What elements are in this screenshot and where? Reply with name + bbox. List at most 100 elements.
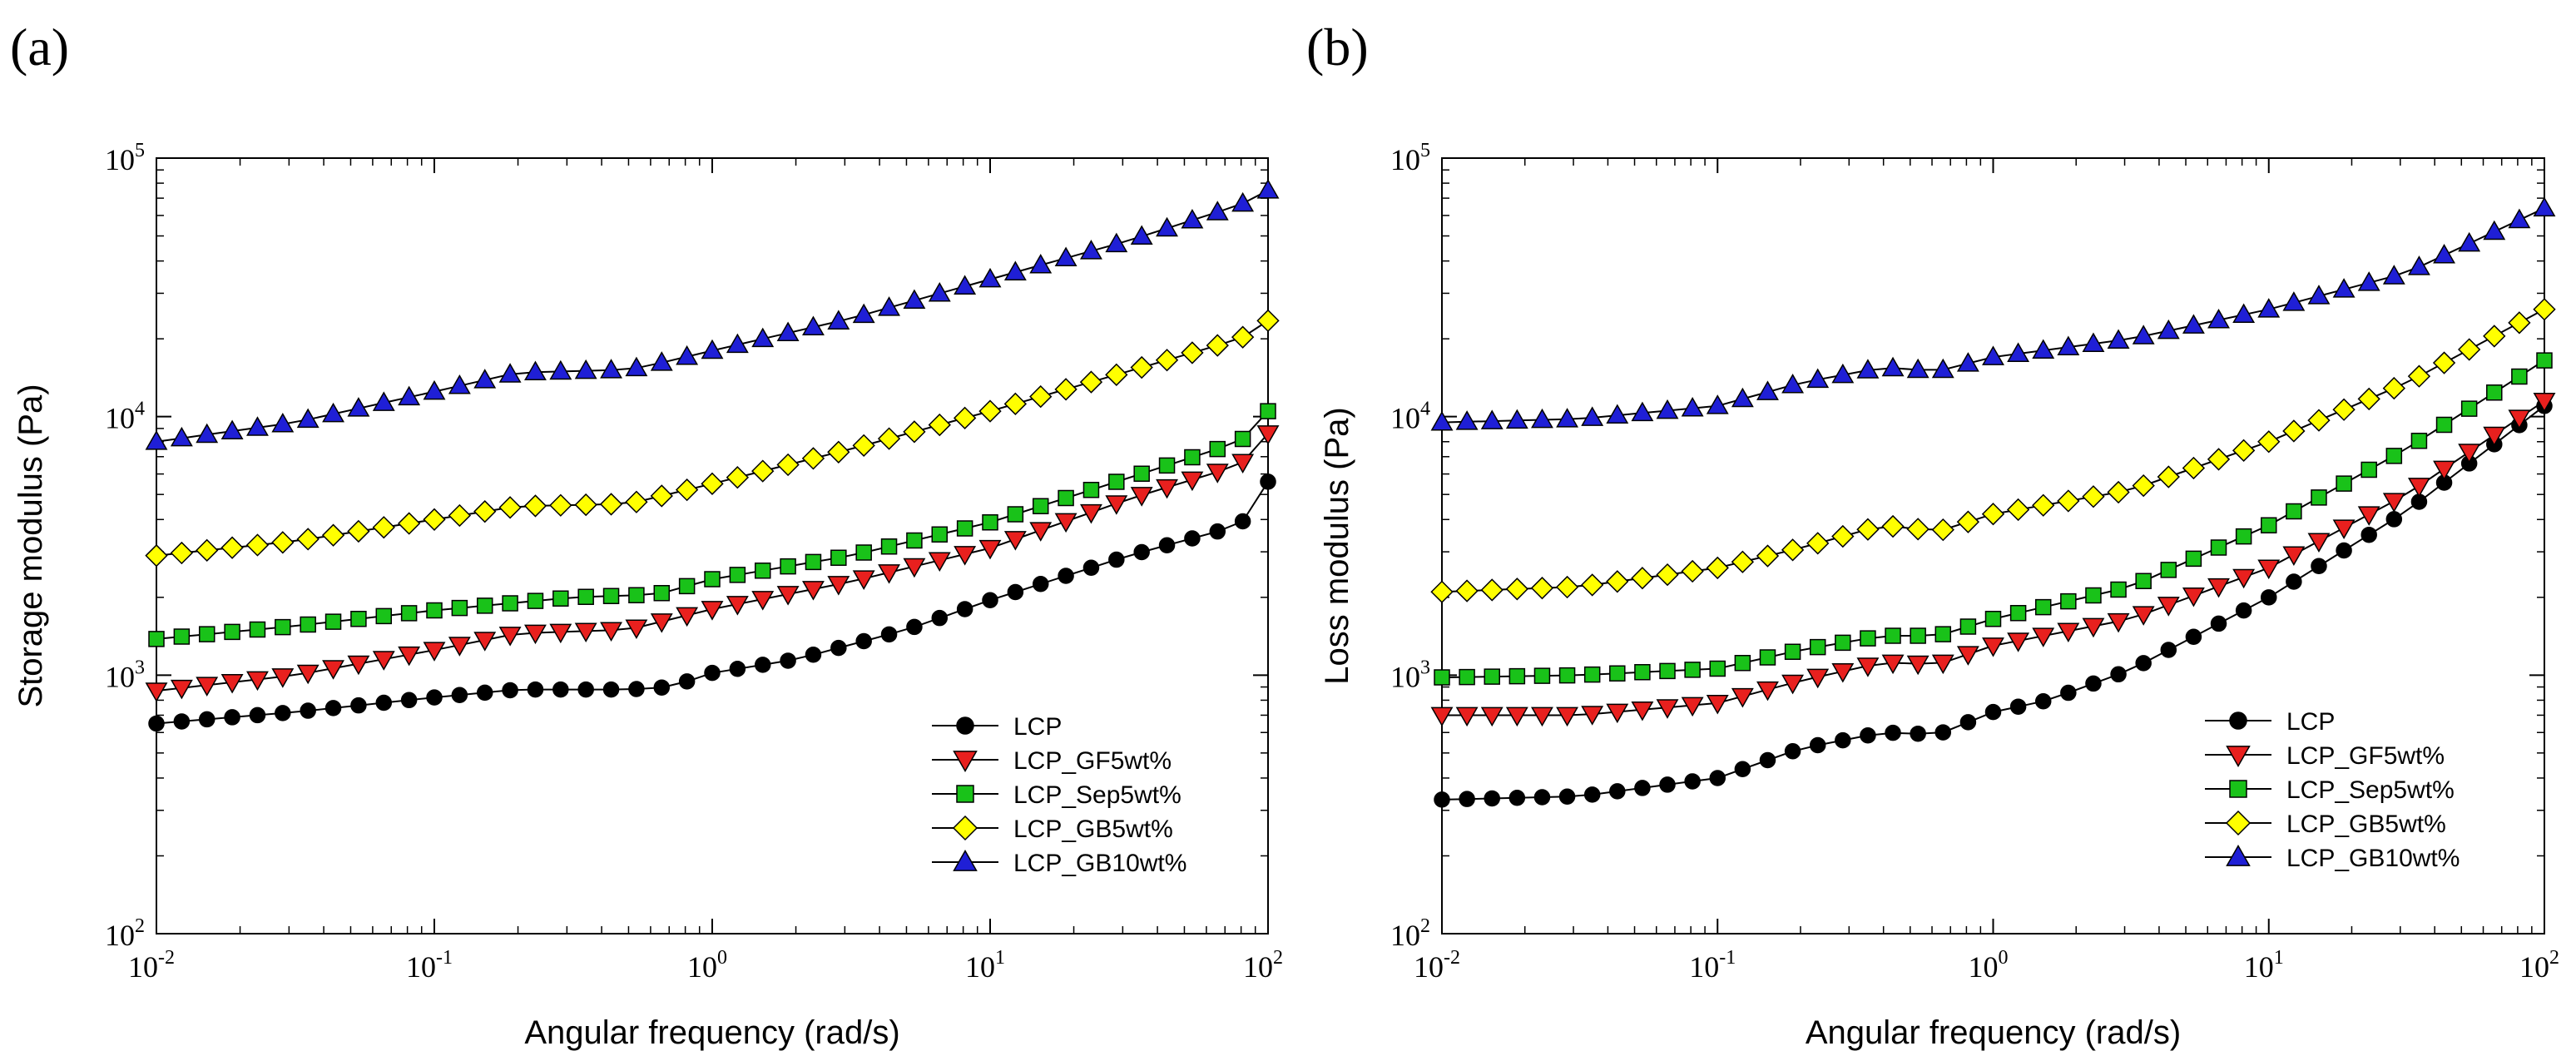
data-point [676,345,699,365]
data-point [1959,618,1977,635]
data-point [2110,666,2127,683]
data-point [296,664,320,685]
data-point [2508,208,2531,229]
data-point [2107,329,2130,350]
data-point [956,520,973,537]
data-point [2232,303,2256,324]
legend-item-lcp-sep5wt: LCP_Sep5wt% [2205,776,2455,804]
data-point [2533,196,2556,217]
data-point [2185,628,2202,645]
legend-item-lcp-gb5wt: LCP_GB5wt% [932,815,1173,843]
y-axis-title: Storage modulus (Pa) [12,384,49,707]
data-point [271,668,295,688]
data-point [880,626,898,643]
data-point [2232,439,2256,463]
data-point [1434,669,1450,686]
data-point [678,578,696,595]
data-point [2235,528,2252,545]
data-point [2410,433,2428,449]
data-point [1982,345,2004,365]
data-point [2207,308,2230,329]
data-point [2009,698,2027,715]
data-point [448,503,472,528]
data-point [375,694,393,711]
data-point [701,601,724,621]
data-point [1105,363,1128,386]
data-point [246,416,269,436]
legend-label: LCP_Sep5wt% [2286,776,2455,804]
data-point [220,674,244,694]
data-point [2311,489,2327,506]
data-point [1934,626,1952,642]
data-point [2357,506,2380,526]
data-point [1609,783,1626,800]
data-point [196,677,219,697]
data-point [2182,456,2206,480]
data-point [1032,498,1049,514]
data-point [2082,617,2105,638]
data-point [2257,430,2281,454]
data-point [2160,642,2177,658]
data-point [1681,697,1704,717]
data-point [375,607,393,625]
data-point [577,588,594,606]
data-point [1756,681,1779,702]
data-point [198,626,215,642]
data-point [2361,461,2377,478]
data-point [2132,473,2155,498]
data-point [2261,517,2277,533]
data-point [2460,400,2478,417]
data-point [1130,487,1153,507]
data-point [701,339,724,359]
data-point [2286,503,2302,520]
data-point [1430,410,1454,431]
data-point [448,637,471,657]
data-point [1583,786,1601,803]
data-point [275,705,291,721]
data-point [1256,309,1280,333]
legend-marker [956,785,974,803]
series-line [156,189,1269,443]
data-point [1156,478,1178,499]
data-point [350,697,367,714]
data-point [1533,667,1551,684]
legend-item-lcp-gb10wt: LCP_GB10wt% [932,849,1186,877]
data-point [1108,551,1125,568]
series-line [1441,207,2545,424]
data-point [726,333,749,354]
data-point [1256,179,1280,199]
data-point [2332,398,2356,421]
data-point [473,500,497,523]
data-point [978,399,1002,423]
data-point [1659,662,1676,680]
data-point [400,605,418,622]
data-point [271,531,295,554]
data-point [1007,583,1024,601]
data-point [1430,706,1454,727]
data-point [145,544,168,568]
data-point [729,567,746,583]
data-point [1459,668,1475,686]
legend-marker [2229,711,2247,730]
data-point [1130,355,1153,379]
data-point [2207,448,2231,471]
legend-item-lcp-gb5wt: LCP_GB5wt% [2205,810,2446,838]
legend-item-lcp: LCP [2205,708,2335,736]
data-point [347,655,370,676]
data-point [855,544,872,561]
data-point [249,706,266,724]
data-point [2107,612,2130,633]
data-point [1806,668,1830,689]
data-point [600,359,622,379]
data-point [524,360,547,381]
y-tick-label: 104 [105,399,145,435]
data-point [372,391,395,411]
data-point [170,679,193,700]
series-lcp-gf5wt [145,425,1280,702]
legend: LCP LCP_GF5wt% LCP_Sep5wt% LCP_GB5wt% LCP_GB… [932,713,1186,877]
legend-item-lcp-gf5wt: LCP_GF5wt% [932,747,1172,775]
data-point [1054,513,1077,533]
data-point [1108,473,1125,490]
data-point [271,413,295,433]
data-point [1860,727,1876,744]
